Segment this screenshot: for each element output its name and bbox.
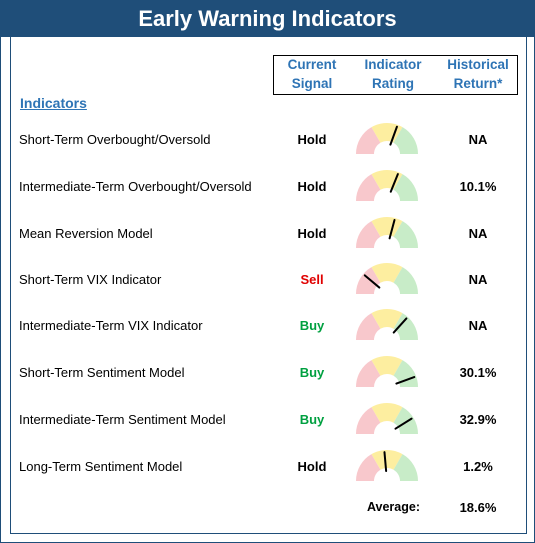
indicator-name: Intermediate-Term VIX Indicator (19, 318, 203, 333)
column-header-signal-line1: Current (287, 57, 337, 72)
gauge-needle (389, 173, 399, 193)
gauge-red-zone (356, 127, 381, 154)
rating-gauge-icon (356, 403, 418, 434)
table-row: Long-Term Sentiment Model Hold 1.2% (0, 448, 533, 488)
gauge-green-zone (393, 360, 418, 387)
column-header-box (273, 55, 518, 95)
historical-return: 1.2% (463, 459, 493, 474)
rating-gauge-icon (356, 356, 418, 387)
signal-badge: Hold (297, 179, 327, 194)
historical-return: NA (468, 318, 488, 333)
column-header-rating-line2: Rating (372, 76, 414, 91)
gauge-needle (363, 274, 381, 289)
signal-badge: Hold (297, 459, 327, 474)
rating-gauge-icon (356, 263, 418, 294)
indicator-name: Mean Reversion Model (19, 226, 153, 241)
column-header-rating: Indicator Rating (354, 55, 432, 93)
table-row: Intermediate-Term Sentiment Model Buy 32.9… (0, 401, 533, 441)
column-header-return-line2: Return* (453, 76, 503, 91)
column-header-signal-line2: Signal (291, 76, 333, 91)
indicator-name: Intermediate-Term Overbought/Oversold (19, 179, 252, 194)
column-header-return: Historical Return* (440, 55, 516, 93)
signal-badge: Buy (299, 412, 325, 427)
table-row: Intermediate-Term Overbought/Oversold Hol… (0, 168, 533, 208)
rating-gauge-icon (356, 450, 418, 481)
signal-badge: Sell (300, 272, 324, 287)
historical-return: 30.1% (459, 365, 497, 380)
gauge-green-zone (393, 454, 418, 481)
gauge-red-zone (356, 174, 381, 201)
rating-gauge-icon (356, 170, 418, 201)
gauge-green-zone (393, 174, 418, 201)
rating-gauge-icon (356, 309, 418, 340)
rating-gauge-icon (356, 123, 418, 154)
gauge-needle (383, 451, 388, 473)
section-label: Indicators (20, 95, 87, 111)
gauge-yellow-zone (371, 403, 403, 423)
average-label: Average: (366, 500, 420, 514)
rating-gauge-icon (356, 217, 418, 248)
gauge-red-zone (356, 221, 381, 248)
table-body (10, 37, 527, 534)
table-row: Short-Term Overbought/Oversold Hold NA (0, 121, 533, 161)
signal-badge: Buy (299, 318, 325, 333)
gauge-yellow-zone (371, 356, 403, 376)
gauge-red-zone (356, 407, 381, 434)
indicator-name: Short-Term VIX Indicator (19, 272, 162, 287)
gauge-needle (388, 218, 396, 240)
indicator-name: Long-Term Sentiment Model (19, 459, 183, 474)
table-row: Short-Term Sentiment Model Buy 30.1% (0, 354, 533, 394)
signal-badge: Buy (299, 365, 325, 380)
historical-return: 10.1% (459, 179, 497, 194)
historical-return: NA (468, 272, 488, 287)
column-header-signal: Current Signal (276, 55, 348, 93)
signal-badge: Hold (297, 226, 327, 241)
indicator-name: Short-Term Overbought/Oversold (19, 132, 211, 147)
gauge-red-zone (356, 313, 381, 340)
table-row: Mean Reversion Model Hold NA (0, 215, 533, 255)
average-value: 18.6% (459, 500, 497, 515)
gauge-green-zone (393, 313, 418, 340)
gauge-green-zone (393, 267, 418, 294)
signal-badge: Hold (297, 132, 327, 147)
gauge-needle (389, 125, 398, 146)
column-header-rating-line1: Indicator (364, 57, 422, 72)
historical-return: NA (468, 132, 488, 147)
gauge-needle (395, 376, 416, 385)
indicator-name: Short-Term Sentiment Model (19, 365, 185, 380)
gauge-yellow-zone (371, 309, 403, 329)
gauge-green-zone (393, 127, 418, 154)
historical-return: NA (468, 226, 488, 241)
gauge-needle (392, 317, 408, 334)
gauge-red-zone (356, 360, 381, 387)
gauge-red-zone (356, 267, 381, 294)
gauge-red-zone (356, 454, 381, 481)
gauge-yellow-zone (371, 123, 403, 143)
table-row: Short-Term VIX Indicator Sell NA (0, 261, 533, 301)
gauge-yellow-zone (371, 450, 403, 470)
page-title: Early Warning Indicators (1, 1, 534, 37)
gauge-needle (394, 417, 413, 430)
column-header-return-line1: Historical (447, 57, 509, 72)
indicator-name: Intermediate-Term Sentiment Model (19, 412, 226, 427)
gauge-yellow-zone (371, 170, 403, 190)
table-row: Intermediate-Term VIX Indicator Buy NA (0, 307, 533, 347)
historical-return: 32.9% (459, 412, 497, 427)
gauge-yellow-zone (371, 263, 403, 283)
gauge-green-zone (393, 221, 418, 248)
